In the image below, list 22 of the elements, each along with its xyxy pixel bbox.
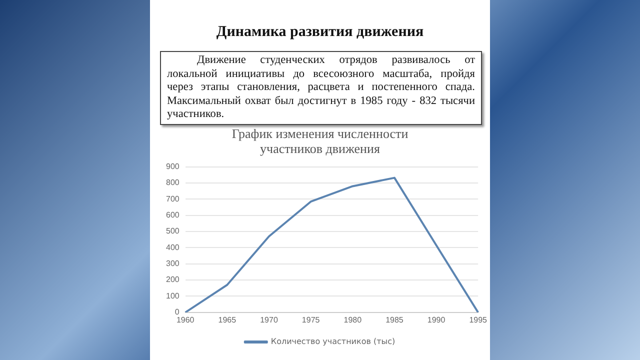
x-tick-label: 1980: [344, 315, 362, 324]
text: Движение студенческих отрядов развивалось от локальной инициативы до всесоюзного масштаба, пройдя через этапы становления, расцвета и постепенного спада. Максимальный охват был достигнут в 1985 году - 832 тысячи участников.: [160, 51, 482, 124]
x-tick-label: 1990: [427, 315, 446, 324]
y-tick-label: 100: [166, 291, 180, 300]
y-tick-label: 700: [166, 194, 180, 204]
x-tick-label: 1975: [302, 315, 320, 324]
x-tick-label: 1965: [218, 315, 237, 324]
x-tick-label: 1960: [176, 315, 195, 324]
chart-title: Динамика развития движения: [215, 24, 425, 41]
x-tick-label: 1970: [260, 315, 278, 324]
chart-subtitle: График изменения численности участников движения: [230, 126, 410, 156]
y-tick-label: 0: [174, 308, 180, 317]
y-tick-label: 200: [166, 275, 180, 284]
y-tick-label: 600: [166, 210, 180, 220]
y-tick-label: 500: [166, 226, 180, 236]
y-tick-label: 300: [166, 259, 180, 268]
x-tick-label: 1995: [469, 315, 488, 324]
y-tick-label: 400: [166, 242, 180, 252]
y-tick-label: 800: [166, 178, 180, 188]
x-tick-label: 1985: [386, 315, 404, 324]
legend-label: Количество участников (тыс): [270, 337, 396, 346]
y-tick-label: 900: [166, 162, 180, 172]
